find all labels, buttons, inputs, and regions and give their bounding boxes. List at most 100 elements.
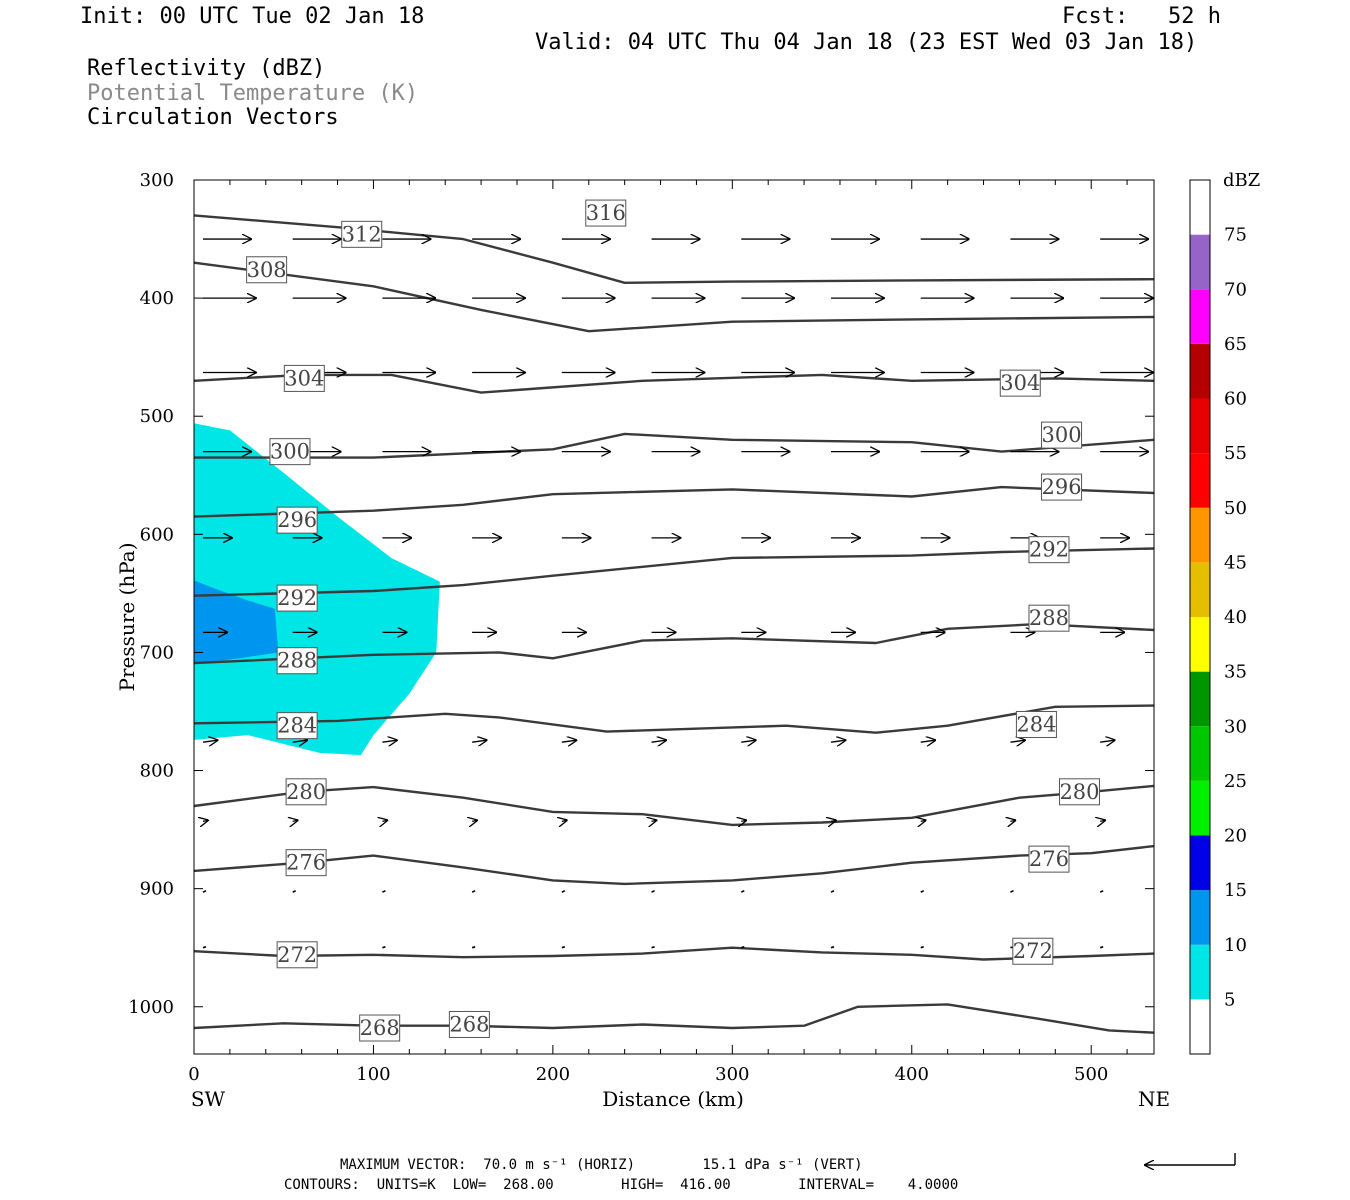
circulation-vector	[920, 889, 925, 893]
contour-label: 268	[449, 1012, 489, 1036]
circulation-vector	[382, 740, 396, 742]
colorbar-label: 45	[1224, 552, 1247, 573]
circulation-vector	[830, 946, 835, 949]
contour-label: 292	[1029, 538, 1069, 562]
field-label-theta: Potential Temperature (K)	[87, 81, 419, 106]
theta-contour-268	[193, 1003, 1155, 1034]
y-tick-label: 600	[140, 524, 174, 545]
circulation-vector	[382, 889, 386, 893]
contour-label: 292	[277, 586, 317, 610]
circulation-vector	[651, 889, 655, 893]
colorbar-swatch	[1190, 671, 1210, 727]
contour-label-box	[1041, 473, 1083, 501]
theta-contour-272	[193, 946, 1155, 961]
plot-frame	[193, 179, 1155, 1055]
contour-label-box	[285, 849, 327, 877]
circulation-vector	[292, 740, 307, 742]
colorbar-label: 60	[1224, 389, 1247, 410]
circulation-vector	[920, 740, 935, 742]
contour-label-box	[1058, 778, 1100, 806]
contour-label-box	[276, 584, 318, 612]
contour-label-box	[1015, 710, 1057, 738]
theta-contour-300	[194, 432, 1155, 459]
colorbar-swatch	[1190, 835, 1210, 891]
colorbar-label: 40	[1224, 607, 1247, 628]
contour-label-box	[1028, 604, 1070, 632]
contour-label-box	[341, 220, 383, 248]
theta-contour-316	[193, 214, 1155, 284]
contour-label-box	[285, 778, 327, 806]
colorbar-swatch	[1190, 562, 1210, 617]
circulation-vector	[1010, 740, 1024, 742]
contour-label: 272	[1013, 939, 1053, 963]
contour-label: 316	[586, 201, 626, 225]
contour-label-box	[246, 256, 288, 284]
circulation-vector	[471, 946, 476, 949]
colorbar-swatch	[1190, 999, 1210, 1054]
field-label-reflectivity: Reflectivity (dBZ)	[87, 56, 326, 81]
contour-label-box	[359, 1014, 401, 1042]
circulation-vector	[652, 820, 657, 821]
y-tick-label: 700	[140, 642, 174, 663]
colorbar-swatch	[1190, 780, 1210, 836]
contour-label: 300	[1041, 423, 1081, 447]
y-axis-label: Pressure (hPa)	[115, 543, 139, 692]
colorbar-label: 10	[1224, 935, 1247, 956]
circulation-vector	[472, 740, 486, 742]
contour-label-box	[276, 712, 318, 740]
colorbar-label: 30	[1224, 716, 1247, 737]
valid-time: Valid: 04 UTC Thu 04 Jan 18 (23 EST Wed …	[535, 30, 1198, 55]
contour-label: 304	[284, 366, 324, 390]
contour-label-box	[448, 1010, 490, 1038]
theta-contour-288	[193, 622, 1155, 665]
contour-label: 268	[360, 1016, 400, 1040]
colorbar-swatch	[1190, 180, 1210, 235]
colorbar-swatch	[1190, 944, 1210, 1000]
circulation-vector	[561, 889, 566, 893]
circulation-vector	[203, 820, 208, 821]
circulation-vector	[831, 820, 836, 821]
contour-label-box	[269, 438, 311, 466]
circulation-vector	[382, 820, 387, 821]
colorbar-swatch	[1190, 890, 1210, 945]
circulation-vector	[202, 740, 217, 742]
circulation-vector	[830, 889, 835, 893]
contour-label: 276	[286, 851, 326, 875]
contour-label-box	[999, 369, 1041, 397]
colorbar-swatch	[1190, 453, 1210, 508]
reflectivity-region-10dbz	[194, 580, 279, 665]
contour-label-box	[276, 647, 318, 675]
colorbar-swatch	[1190, 507, 1210, 563]
contour-label: 308	[247, 258, 287, 282]
y-tick-label: 800	[140, 761, 174, 782]
circulation-vector	[1100, 740, 1114, 742]
contour-label-box	[1028, 536, 1070, 564]
circulation-vector	[293, 820, 298, 821]
x-axis-label: Distance (km)	[602, 1087, 744, 1111]
x-tick-label: 0	[188, 1064, 199, 1085]
y-tick-label: 500	[140, 406, 174, 427]
theta-contour-312	[193, 261, 1155, 333]
circulation-vector	[1010, 889, 1014, 893]
theta-contour-276	[193, 844, 1155, 886]
theta-contour-296	[193, 485, 1155, 518]
contour-info: CONTOURS: UNITS=K LOW= 268.00 HIGH= 416.…	[284, 1177, 959, 1193]
circulation-vector	[1099, 889, 1104, 893]
colorbar-label: 70	[1224, 279, 1247, 300]
theta-contour-280	[193, 784, 1155, 827]
x-tick-label: 300	[715, 1064, 749, 1085]
circulation-vector	[740, 889, 745, 893]
colorbar-swatch	[1190, 726, 1210, 781]
colorbar-unit: dBZ	[1223, 170, 1260, 191]
colorbar-swatch	[1190, 398, 1210, 454]
circulation-vector	[561, 946, 566, 949]
circulation-vector	[651, 740, 666, 742]
circulation-vector	[202, 946, 207, 949]
theta-contour-292	[193, 547, 1155, 597]
ne-label: NE	[1138, 1087, 1170, 1111]
contour-label: 280	[1059, 780, 1099, 804]
circulation-vector	[202, 889, 207, 893]
circulation-vector	[741, 820, 746, 821]
contour-label-box	[1041, 421, 1083, 449]
